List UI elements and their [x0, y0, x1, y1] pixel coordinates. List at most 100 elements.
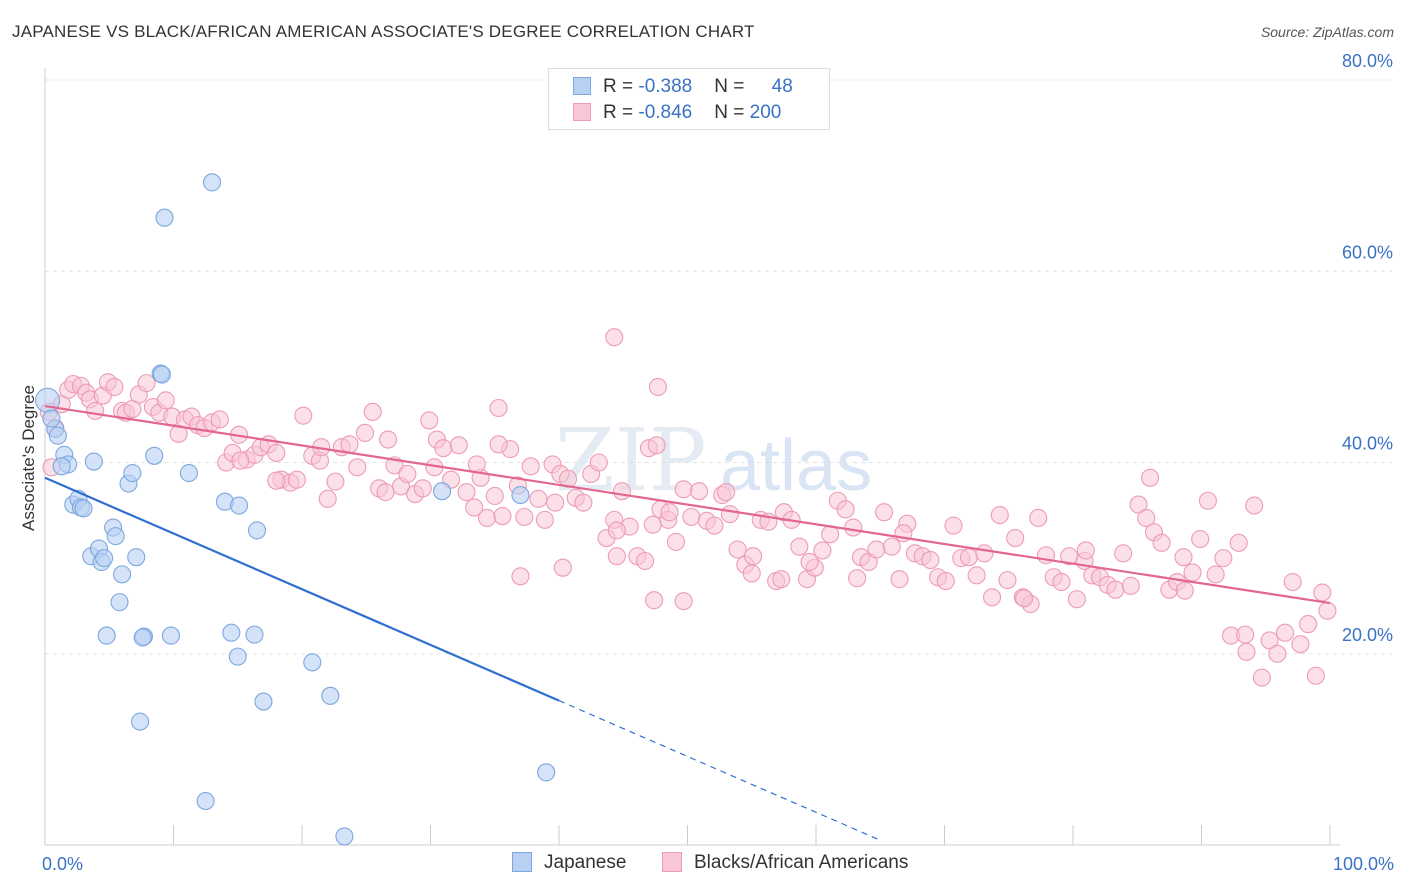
point-japanese: [52, 457, 71, 476]
point-black: [1306, 666, 1325, 685]
point-black: [363, 402, 382, 421]
point-black: [844, 518, 863, 537]
point-black: [813, 541, 832, 560]
point-black: [535, 510, 554, 529]
point-japanese: [179, 463, 198, 483]
point-black: [975, 544, 994, 563]
point-black: [137, 374, 156, 393]
point-black: [921, 550, 940, 570]
point-black: [982, 588, 1002, 607]
point-black: [705, 516, 724, 535]
point-black: [990, 506, 1009, 525]
point-black: [521, 457, 540, 476]
point-black: [1283, 572, 1302, 592]
point-japanese: [433, 482, 452, 501]
point-black: [355, 423, 375, 442]
point-black: [836, 500, 855, 519]
source-label: Source: ZipAtlas.com: [1260, 24, 1394, 40]
point-black: [772, 570, 791, 589]
y-tick-label: 80.0%: [1342, 51, 1393, 71]
y-tick-label: 40.0%: [1342, 434, 1393, 454]
point-black: [1183, 563, 1202, 582]
point-black: [1141, 468, 1160, 487]
point-black: [647, 436, 666, 455]
chart-title: JAPANESE VS BLACK/AFRICAN AMERICAN ASSOC…: [12, 22, 755, 41]
point-black: [318, 489, 337, 508]
bottom-legend-black-label: Blacks/African Americans: [694, 852, 909, 873]
point-black: [1137, 508, 1156, 528]
point-black: [434, 439, 453, 458]
point-black: [645, 591, 664, 610]
point-black: [1260, 631, 1279, 650]
point-japanese: [123, 463, 142, 483]
point-black: [1252, 668, 1271, 687]
point-japanese: [254, 692, 273, 711]
point-japanese: [222, 623, 241, 642]
point-japanese: [229, 496, 249, 515]
point-japanese: [335, 827, 354, 846]
point-black: [420, 411, 439, 430]
point-japanese: [145, 446, 164, 465]
point-black: [529, 489, 548, 508]
point-black: [1245, 496, 1264, 515]
point-japanese: [106, 527, 125, 546]
point-black: [515, 507, 534, 527]
point-black: [376, 483, 395, 502]
legend-r-label: R =: [603, 102, 639, 123]
trend-lines: [44, 404, 1331, 841]
point-black: [511, 567, 530, 586]
x-tick-label: 100.0%: [1333, 854, 1394, 874]
trend-line-black: [44, 404, 1331, 605]
point-black: [936, 572, 955, 591]
point-black: [944, 516, 963, 535]
point-black: [1006, 528, 1025, 548]
point-japanese: [155, 208, 174, 227]
point-black: [267, 443, 286, 462]
point-black: [485, 486, 504, 506]
point-black: [86, 401, 105, 420]
legend-r-value-black: -0.846: [638, 102, 693, 123]
point-black: [1052, 572, 1071, 592]
trend-line-japanese: [44, 476, 560, 702]
point-black: [413, 479, 432, 498]
point-japanese: [511, 485, 530, 505]
legend-r-value-japanese: -0.388: [638, 76, 693, 97]
point-japanese: [113, 565, 132, 584]
point-japanese: [228, 647, 247, 666]
point-black: [1067, 590, 1086, 609]
point-japanese: [303, 653, 322, 672]
bottom-legend-japanese-label: Japanese: [544, 852, 627, 873]
point-black: [1237, 642, 1256, 661]
point-black: [882, 537, 901, 556]
axis-labels: 20.0% 40.0% 60.0% 80.0% 0.0% 100.0% Associate'…: [19, 51, 1394, 874]
point-japanese: [196, 791, 215, 811]
point-black: [674, 480, 693, 499]
legend-n-value-black: 200: [749, 102, 782, 123]
japanese-points: [35, 173, 556, 846]
point-black: [294, 406, 313, 425]
point-black: [967, 566, 986, 585]
bottom-swatch-japanese: [512, 852, 532, 872]
point-black: [1015, 589, 1034, 608]
point-black: [790, 537, 809, 556]
point-japanese: [97, 626, 116, 645]
point-japanese: [84, 452, 103, 471]
point-black: [1318, 601, 1337, 620]
point-black: [1214, 549, 1233, 568]
point-black: [574, 493, 593, 512]
point-black: [607, 521, 626, 540]
point-black: [287, 470, 306, 489]
point-japanese: [74, 499, 93, 518]
point-black: [449, 436, 468, 455]
correlation-legend: R = -0.388 N = 48 R = -0.846 N = 200: [548, 68, 830, 130]
point-black: [1029, 508, 1048, 528]
point-black: [489, 435, 508, 454]
point-japanese: [127, 548, 146, 567]
point-black: [546, 493, 565, 512]
point-black: [800, 552, 819, 572]
point-black: [1114, 544, 1133, 563]
point-black: [636, 551, 655, 571]
y-tick-label: 60.0%: [1342, 242, 1393, 262]
point-black: [1229, 533, 1248, 552]
point-black: [1275, 623, 1295, 642]
